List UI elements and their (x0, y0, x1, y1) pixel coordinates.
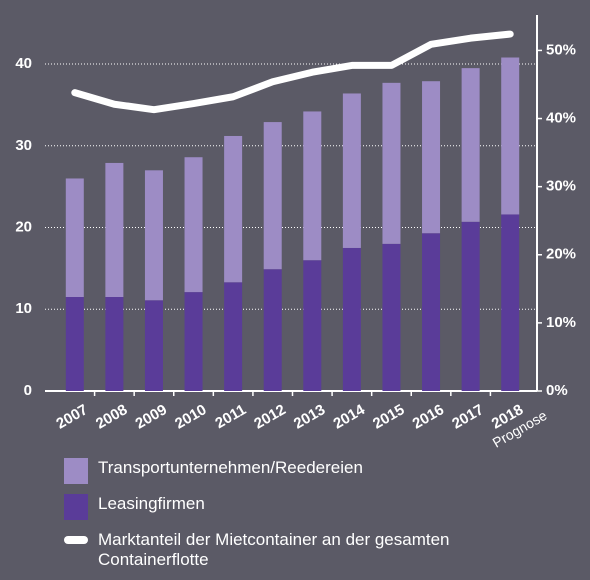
bar (105, 297, 124, 391)
legend-label: Leasingfirmen (98, 494, 205, 513)
y-tick-label: 0 (24, 382, 32, 399)
y-tick-label: 30 (15, 137, 32, 154)
legend: Transportunternehmen/Reedereien Leasingfi… (64, 458, 534, 580)
legend-swatch (64, 494, 88, 520)
x-tick-label: 2017 (449, 401, 486, 432)
x-tick-label: 2015 (370, 401, 407, 432)
bar (144, 170, 163, 301)
legend-label: Marktanteil der Mietcontainer an der ges… (98, 530, 450, 569)
bar (342, 247, 361, 391)
bar (422, 233, 441, 391)
x-tick-label: 2014 (330, 401, 368, 433)
y-tick-label: 20 (15, 218, 32, 235)
legend-swatch (64, 458, 88, 484)
x-tick-label: 2008 (93, 401, 130, 432)
y2-tick-label: 10% (546, 314, 576, 331)
y2-tick-label: 40% (546, 110, 576, 127)
x-tick-label: 2012 (251, 401, 288, 432)
bar (65, 297, 84, 391)
bar (382, 82, 401, 244)
x-tick-label: 2013 (291, 401, 328, 432)
bar (303, 111, 322, 261)
legend-item: Leasingfirmen (64, 494, 534, 520)
x-tick-label: 2011 (212, 401, 249, 432)
y-tick-label: 10 (15, 300, 32, 317)
y-tick-label: 40 (15, 55, 32, 72)
bar (263, 269, 282, 391)
x-tick-label: 2010 (172, 401, 209, 432)
bar (382, 243, 401, 391)
bar (184, 292, 203, 391)
bar (65, 178, 84, 297)
x-tick-label: 2009 (133, 401, 170, 432)
y2-tick-label: 50% (546, 41, 576, 58)
bar (501, 214, 520, 391)
y2-tick-label: 20% (546, 246, 576, 263)
y2-tick-label: 0% (546, 382, 568, 399)
bar (461, 68, 480, 222)
legend-swatch (64, 536, 88, 544)
bar (342, 93, 361, 248)
line (71, 30, 514, 114)
legend-item: Transportunternehmen/Reedereien (64, 458, 534, 484)
bar (224, 135, 243, 283)
bar (501, 57, 520, 215)
bar (184, 157, 203, 293)
bar (461, 221, 480, 391)
y2-tick-label: 30% (546, 178, 576, 195)
bar (422, 81, 441, 234)
bar (105, 162, 124, 297)
bar (263, 122, 282, 270)
legend-item: Marktanteil der Mietcontainer an der ges… (64, 530, 534, 570)
bar (144, 300, 163, 391)
x-tick-label: 2016 (410, 401, 447, 432)
x-tick-label: 2007 (53, 401, 90, 432)
legend-label: Transportunternehmen/Reedereien (98, 458, 363, 477)
bar (303, 260, 322, 391)
bar (224, 282, 243, 391)
